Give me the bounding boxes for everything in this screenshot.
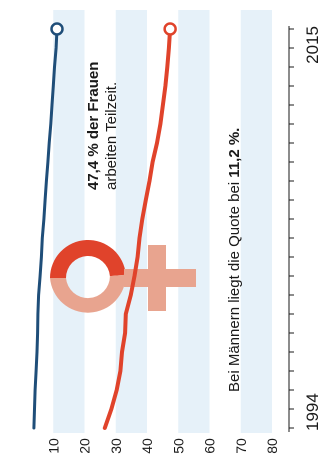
y-axis-tick-labels: 10 20 30 40 50 60 70 80 [45, 438, 280, 454]
x-axis-label-start: 1994 [303, 393, 322, 431]
x-axis-ticks [289, 28, 294, 429]
y-tick-label: 50 [170, 438, 186, 454]
series-end-marker-women [163, 22, 177, 36]
y-tick-label: 30 [108, 438, 124, 454]
venus-symbol-icon [50, 239, 196, 313]
annotation-women-rest: arbeiten Teilzeit. [103, 82, 120, 190]
annotations: 47,4 % der Frauen arbeiten Teilzeit. Bei… [85, 57, 243, 392]
annotation-women: 47,4 % der Frauen arbeiten Teilzeit. [85, 57, 120, 190]
annotation-men-bold: 11,2 %. [226, 128, 243, 178]
x-axis-label-end: 2015 [303, 26, 322, 64]
background-band [84, 10, 116, 433]
background-band [209, 10, 241, 433]
y-tick-label: 60 [202, 438, 218, 454]
background-band [147, 10, 179, 433]
y-tick-label: 40 [139, 438, 155, 454]
series-end-marker-men [50, 22, 64, 36]
y-tick-label: 20 [77, 438, 93, 454]
series-lines [32, 22, 177, 430]
annotation-women-bold: 47,4 % der Frauen [85, 62, 102, 190]
annotation-men-prefix: Bei Männern liegt die Quote bei [226, 178, 243, 392]
background-band [53, 10, 85, 433]
y-tick-label: 10 [45, 438, 61, 454]
y-tick-label: 70 [233, 438, 249, 454]
y-tick-label: 80 [264, 438, 280, 454]
venus-crossbar [148, 245, 166, 311]
annotation-men: Bei Männern liegt die Quote bei 11,2 %. [226, 128, 243, 392]
venus-ring-bottom-segment [50, 274, 126, 313]
venus-ring-top-segment [50, 239, 126, 278]
series-line-men [32, 27, 59, 430]
background-band [178, 10, 210, 433]
background-bands [22, 10, 272, 433]
background-band [240, 10, 272, 433]
x-axis: 1994 2015 [288, 26, 322, 432]
series-line-women [102, 27, 173, 430]
